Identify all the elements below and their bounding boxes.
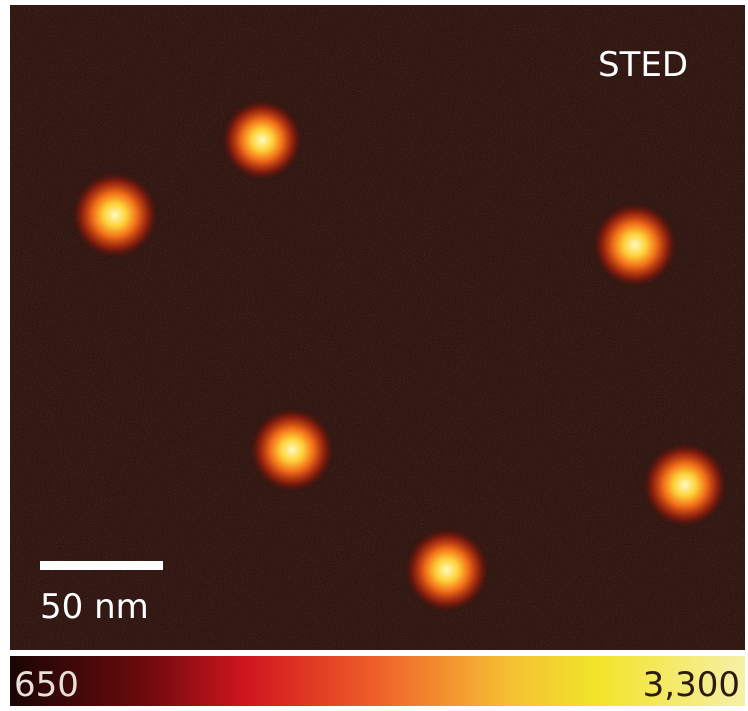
noise: [10, 5, 745, 650]
colorbar: [10, 656, 745, 706]
scale-bar: [40, 561, 163, 570]
scale-bar-label: 50 nm: [40, 587, 149, 627]
spot: [641, 441, 729, 529]
spot: [403, 526, 491, 614]
spot: [591, 201, 679, 289]
image-label: STED: [598, 45, 688, 85]
spot: [248, 406, 336, 494]
page: {"image": {"label": "STED", "scale_bar":…: [0, 0, 748, 711]
spot: [220, 98, 304, 182]
colorbar-max: 3,300: [643, 665, 740, 705]
spot: [70, 170, 160, 260]
figure: STED 50 nm 650 3,300: [0, 0, 748, 711]
colorbar-min: 650: [14, 665, 79, 705]
